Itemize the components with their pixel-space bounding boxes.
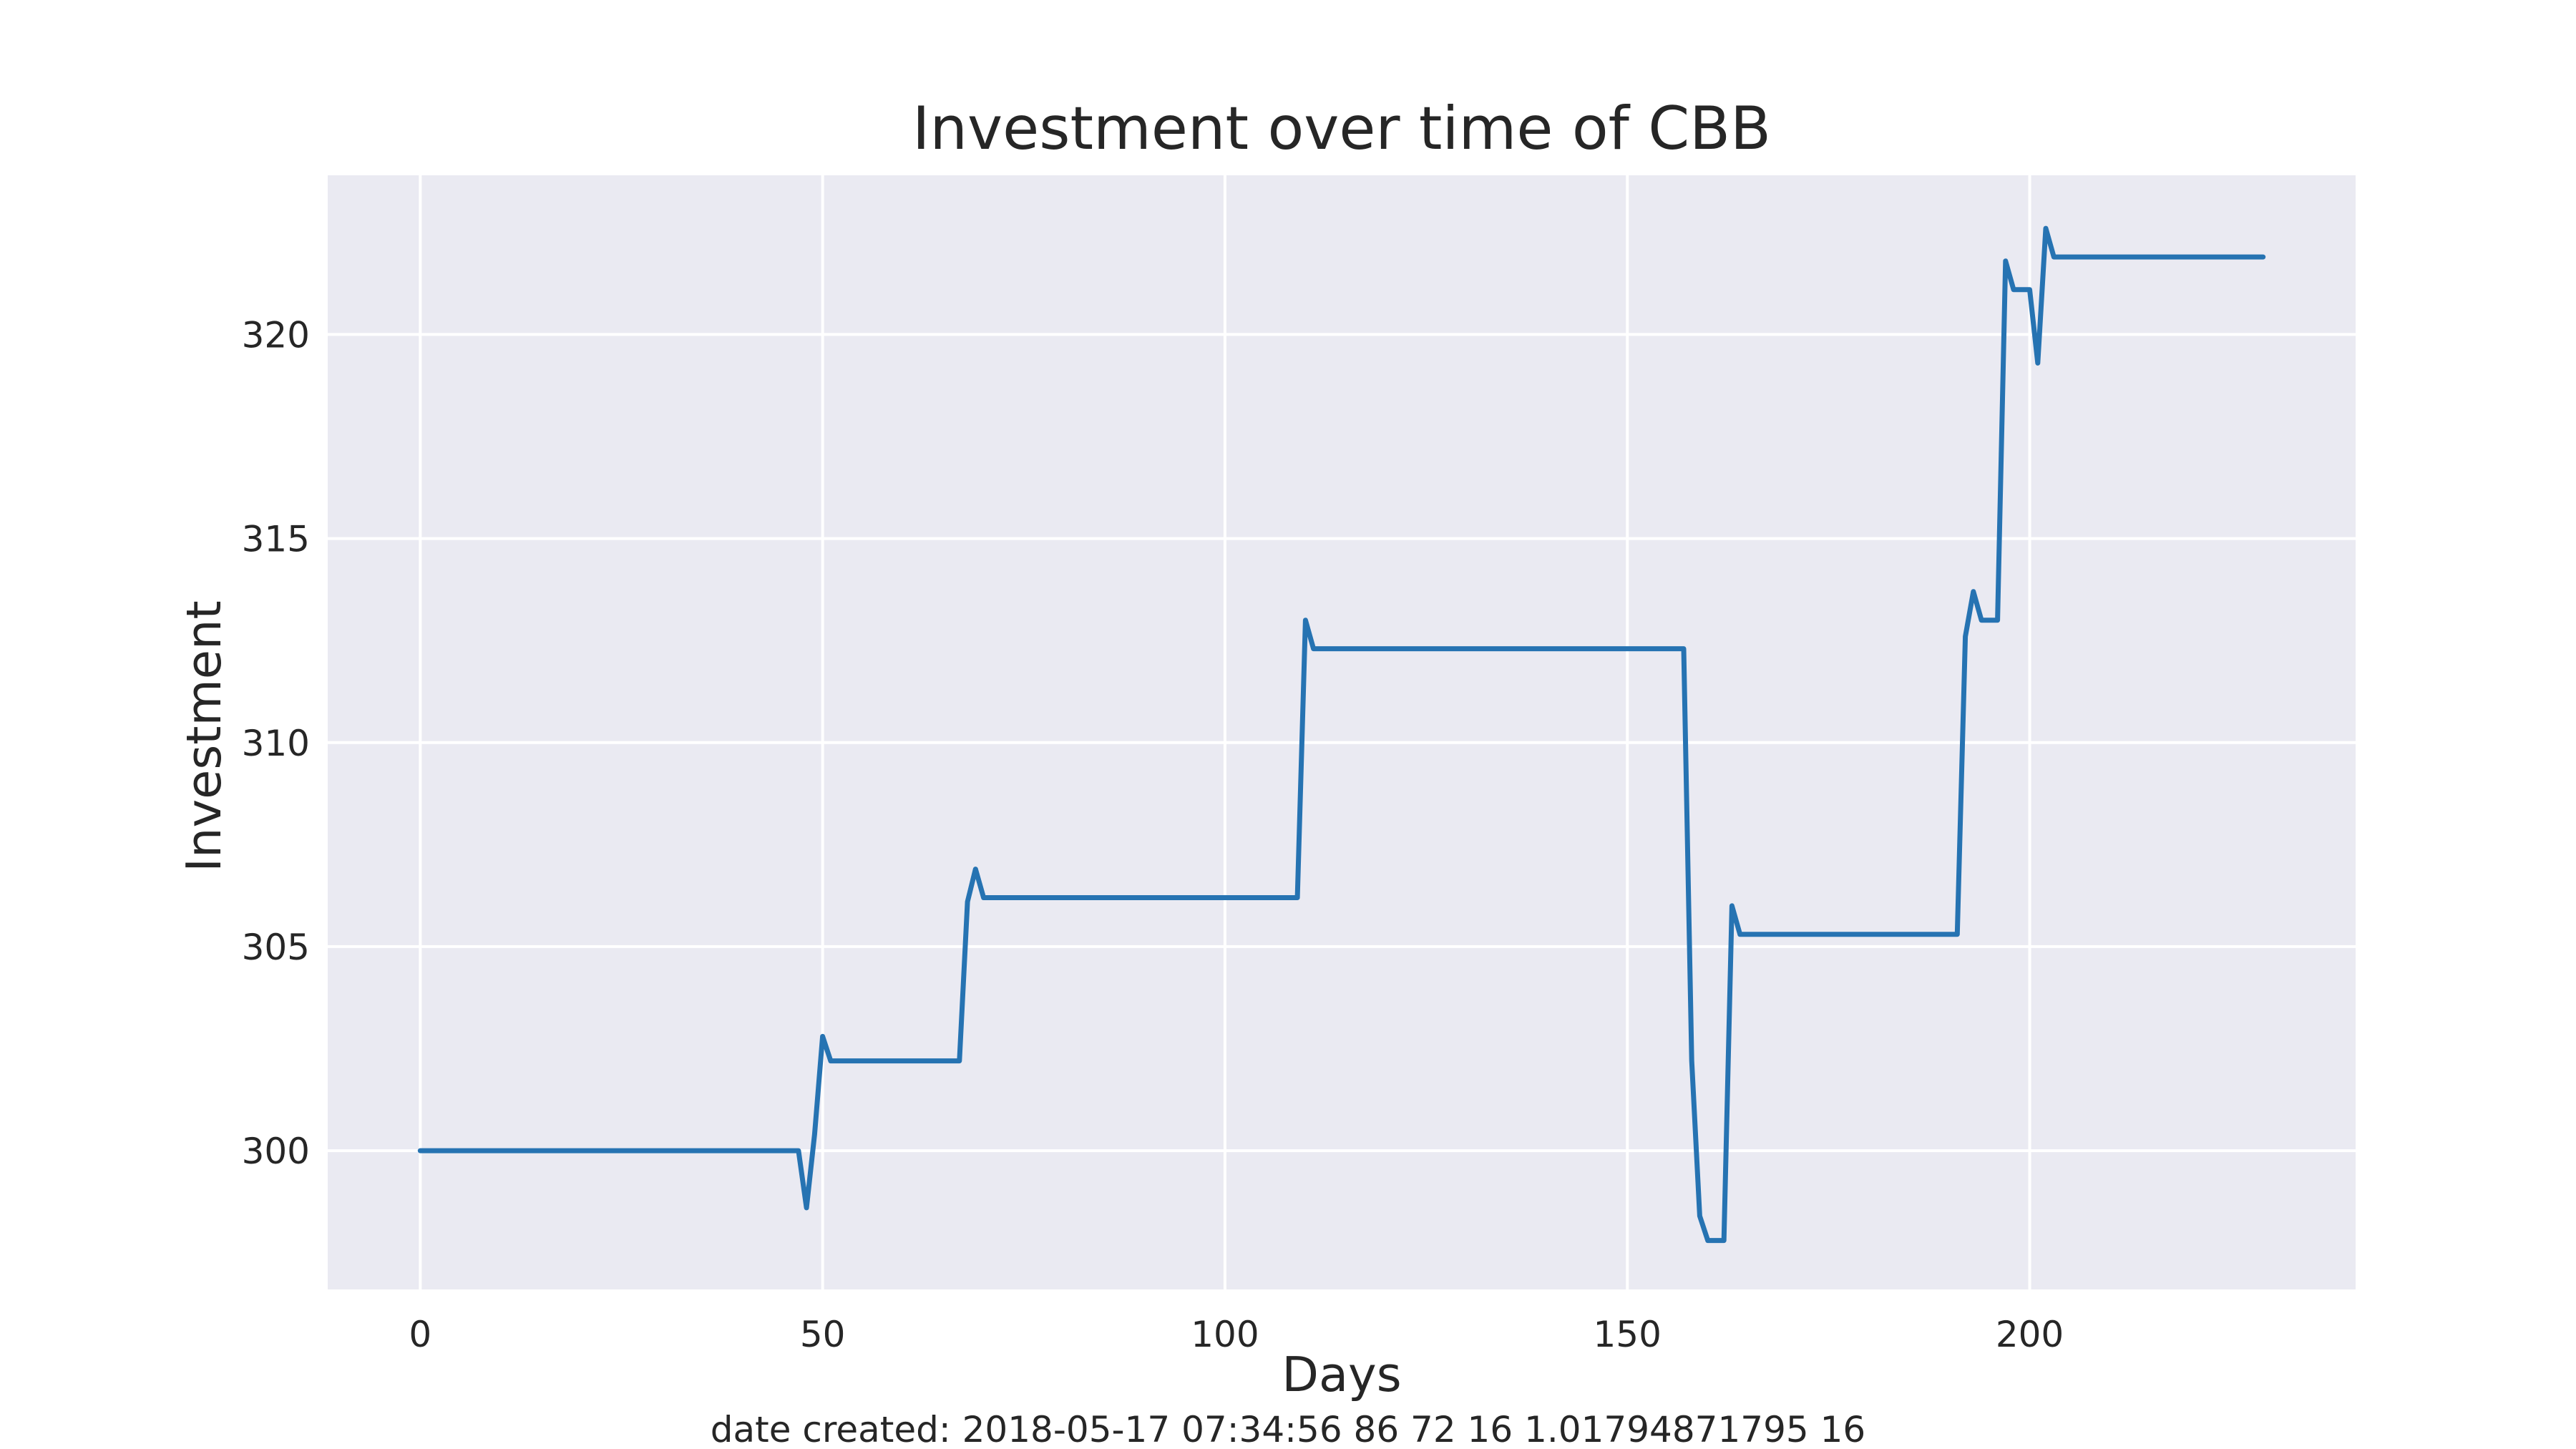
y-tick-label: 310	[242, 723, 310, 764]
x-tick-label: 200	[1996, 1314, 2064, 1355]
y-tick-label: 320	[242, 314, 310, 356]
x-tick-label: 100	[1191, 1314, 1259, 1355]
series-layer	[417, 225, 2266, 1244]
x-tick-label: 150	[1594, 1314, 1662, 1355]
x-tick-label: 50	[800, 1314, 846, 1355]
y-tick-label: 300	[242, 1131, 310, 1172]
y-tick-label: 315	[242, 519, 310, 560]
x-axis-label: Days	[1282, 1347, 1401, 1402]
chart-title: Investment over time of CBB	[912, 94, 1771, 163]
tick-labels: 0 50 100 150 200 300 305 310 315 320	[242, 314, 2064, 1355]
y-axis-label: Investment	[176, 600, 232, 872]
x-tick-label: 0	[409, 1314, 431, 1355]
plot-area	[328, 175, 2356, 1289]
y-tick-label: 305	[242, 927, 310, 968]
series-line	[417, 225, 2266, 1244]
footer-note: date created: 2018-05-17 07:34:56 86 72 …	[711, 1409, 1865, 1449]
